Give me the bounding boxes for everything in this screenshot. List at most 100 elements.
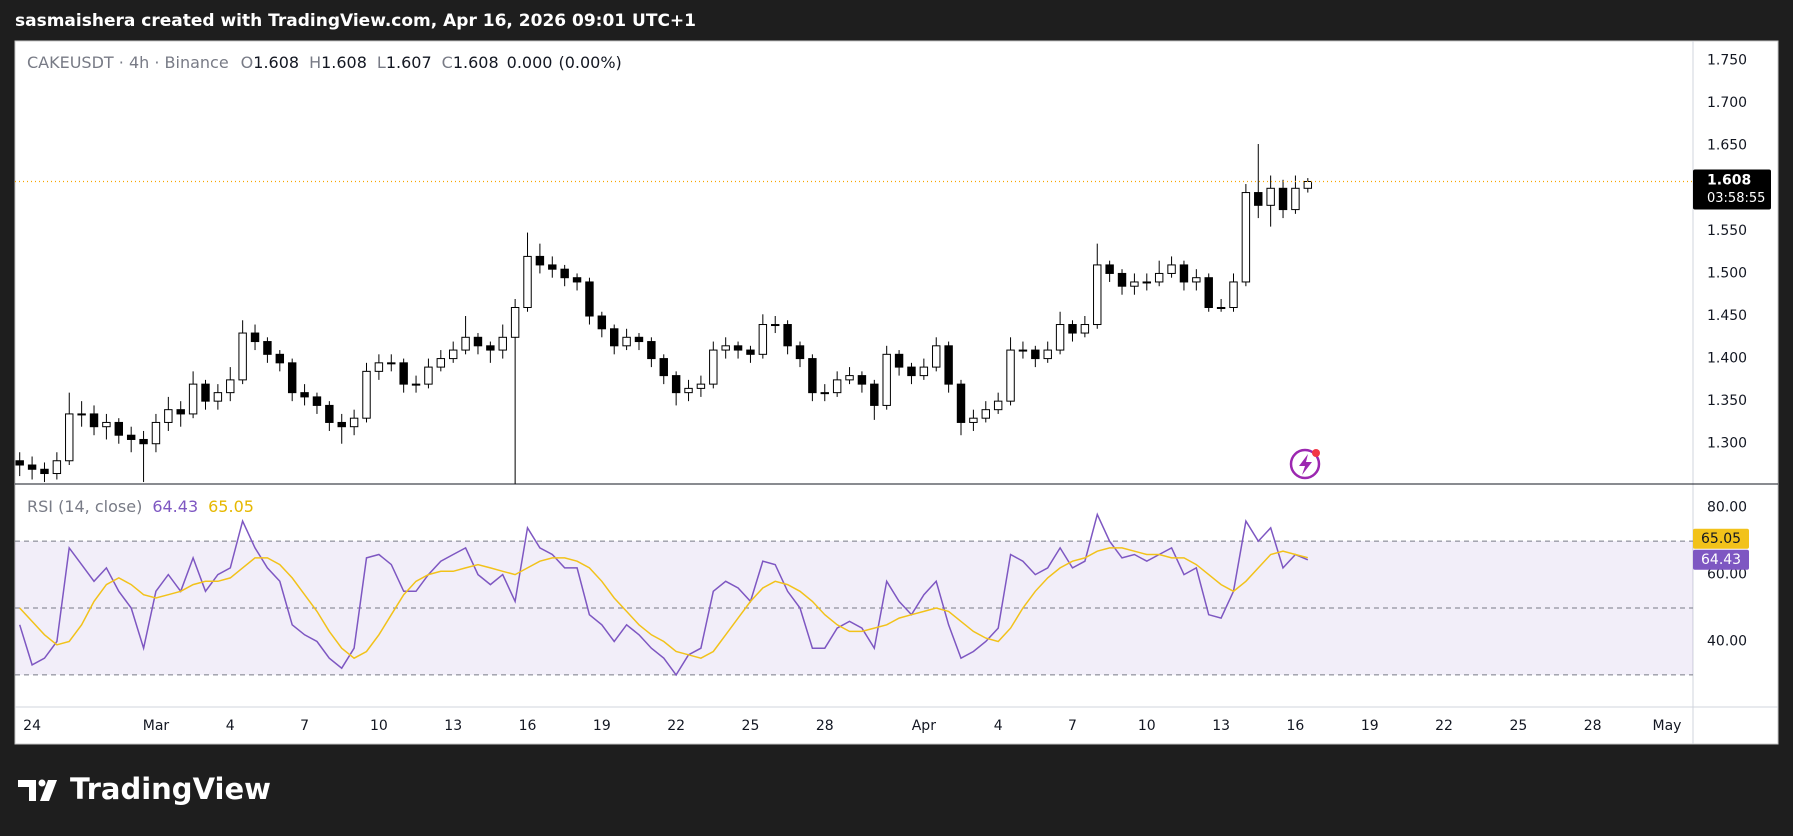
rsi-value: 64.43 [152, 497, 198, 516]
candle-body [907, 366, 916, 377]
x-tick-label: 22 [1435, 718, 1453, 734]
rsi-axis-label: 64.43 [1701, 552, 1741, 568]
candle-body [758, 324, 768, 355]
rsi-line [19, 547, 1308, 660]
candle-body [1291, 187, 1300, 211]
rsi-tick-label: 40.00 [1707, 633, 1747, 649]
candle-body [114, 421, 124, 436]
ohlc-value: 1.608 [253, 53, 299, 72]
x-tick-label: May [1653, 718, 1682, 734]
brand-logo [18, 779, 57, 801]
candle-body [312, 396, 322, 406]
ohlc-key: O [241, 53, 254, 72]
candle-body [969, 417, 978, 423]
candle-body [597, 315, 607, 330]
y-tick-label: 1.400 [1707, 351, 1747, 367]
rsi-ma-value: 65.05 [208, 497, 254, 516]
header-text: sasmaishera created with TradingView.com… [15, 11, 696, 31]
candle-body [647, 341, 656, 360]
candle-body [164, 409, 173, 423]
candle-body [1018, 349, 1028, 352]
x-tick-label: 16 [1287, 718, 1305, 734]
candle-body [857, 375, 867, 385]
candle-body [188, 383, 198, 415]
candle-body [609, 328, 619, 347]
ohlc-key: L [377, 53, 386, 72]
ohlc-key: C [442, 53, 453, 72]
candle-body [374, 362, 384, 372]
alert-dot [1312, 449, 1320, 457]
candle-body [1142, 281, 1152, 284]
candle-body [548, 264, 557, 270]
x-tick-label: 10 [1138, 718, 1156, 734]
candle-body [560, 268, 569, 279]
candle-body [1241, 192, 1251, 283]
candle-body [139, 438, 148, 445]
candle-body [572, 277, 582, 283]
candle-body [89, 413, 99, 428]
logo-mark [38, 779, 46, 787]
change-percent: (0.00%) [558, 53, 621, 72]
candle-body [535, 255, 545, 266]
rsi-legend: RSI (14, close) 64.43 65.05 [27, 497, 254, 516]
x-tick-label: 28 [1584, 718, 1602, 734]
candle-body [436, 358, 446, 368]
candle-body [27, 464, 37, 470]
candle-body [733, 345, 743, 351]
x-tick-label: 10 [370, 718, 388, 734]
rsi-tick-label: 60.00 [1707, 567, 1747, 583]
candle-body [1080, 324, 1090, 334]
candle-body [894, 353, 904, 368]
x-tick-label: 13 [444, 718, 462, 734]
x-tick-label: Mar [143, 718, 170, 734]
brand-name: TradingView [70, 772, 271, 806]
candle-body [721, 345, 730, 351]
x-tick-label: 24 [23, 718, 41, 734]
candle-body [783, 324, 792, 347]
candle-body [151, 421, 161, 445]
y-tick-label: 1.350 [1707, 393, 1747, 409]
logo-mark [18, 780, 36, 801]
candle-body [275, 353, 285, 364]
candle-body [1154, 272, 1164, 283]
candle-body [1043, 349, 1052, 360]
y-tick-label: 1.450 [1707, 308, 1747, 324]
candle-body [696, 383, 706, 389]
rsi-line [18, 512, 1309, 677]
candle-body [448, 349, 458, 360]
candle-body [634, 336, 644, 343]
candle-body [956, 383, 966, 423]
plot: 24 Mar 4 7 10 13 16 19 22 25 28 Apr 4 7 10 13 16 19 22 25 28… [15, 53, 1771, 734]
candle-body [238, 332, 247, 381]
candle-body [349, 417, 359, 428]
candle-body [411, 383, 421, 386]
candle-body [362, 370, 371, 419]
candle-body [387, 362, 396, 365]
candle-body [671, 375, 681, 394]
candle-body [1130, 281, 1139, 287]
candle-body [1006, 349, 1015, 402]
candle-body [1303, 180, 1313, 189]
last-price-label: 1.608 [1707, 172, 1751, 188]
rsi-ma-axis-label: 65.05 [1701, 531, 1741, 547]
candle-body [1167, 264, 1176, 274]
y-tick-label: 1.650 [1707, 138, 1747, 154]
alert-icon[interactable] [1289, 448, 1321, 480]
candle-body [1105, 264, 1114, 274]
candle-body [870, 383, 879, 406]
candle-body [201, 383, 210, 402]
candles [15, 144, 1313, 484]
candle-body [709, 349, 718, 385]
symbol: CAKEUSDT · 4h · Binance [27, 53, 229, 72]
candle-body [325, 404, 334, 423]
candle-body [77, 413, 86, 416]
candle-body [1229, 281, 1238, 308]
candle-body [102, 421, 111, 428]
rsi-box [1693, 549, 1749, 570]
x-tick-label: 4 [994, 718, 1003, 734]
y-tick-label: 1.700 [1707, 95, 1747, 111]
candle-body [498, 336, 507, 351]
candle-body [300, 392, 309, 398]
ohlc-value: 1.607 [386, 53, 432, 72]
candle-body [820, 392, 829, 395]
